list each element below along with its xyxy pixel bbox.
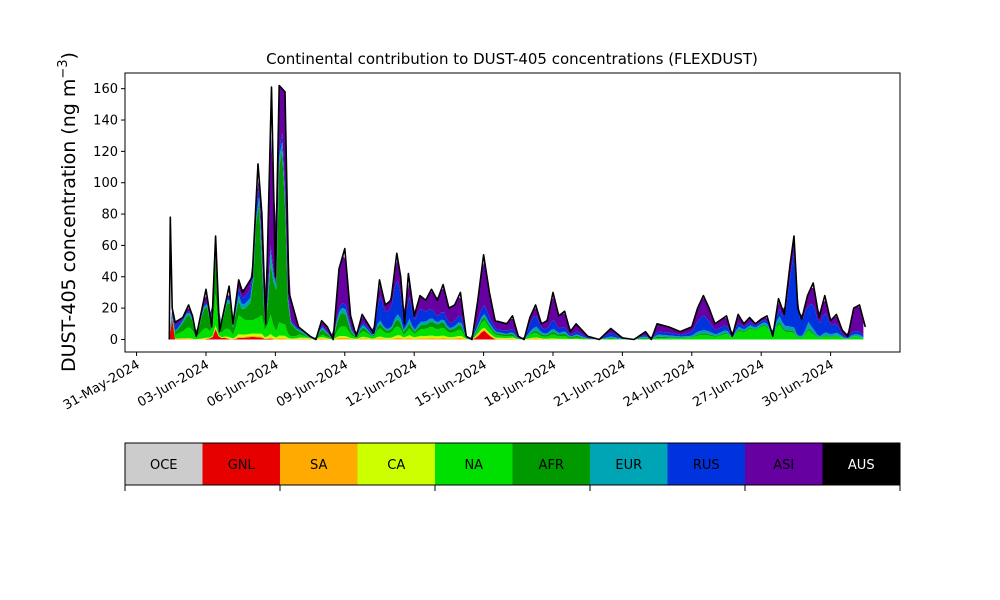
y-tick-label: 80 [101, 208, 118, 223]
legend-swatch-ca [357, 443, 436, 485]
legend-frame [124, 442, 901, 486]
area-asi [169, 85, 864, 340]
legend-label-eur: EUR [615, 458, 642, 473]
legend-label-afr: AFR [539, 458, 564, 473]
legend-swatch-afr [512, 443, 591, 485]
area-rus [169, 133, 864, 340]
y-tick-label: 60 [101, 239, 118, 254]
x-tick-label: 12-Jun-2024 [343, 357, 420, 410]
area-sa [169, 318, 864, 340]
total-line-layer [168, 84, 867, 341]
legend-label-rus: RUS [693, 458, 720, 473]
legend-swatch-gnl [202, 443, 281, 485]
legend-swatch-sa [280, 443, 358, 485]
y-tick-label: 140 [93, 114, 118, 129]
y-axis-label-main: DUST-405 concentration (ng m [58, 79, 80, 372]
y-tick-label: 20 [101, 302, 118, 317]
x-tick-label: 06-Jun-2024 [205, 357, 282, 410]
x-tick-label: 24-Jun-2024 [621, 357, 698, 410]
y-tick-label: 0 [110, 333, 118, 348]
y-axis-label-sup: −3 [56, 59, 71, 78]
legend-label-ca: CA [387, 458, 405, 473]
legend-swatch-asi [745, 443, 823, 485]
legend-swatch-oce [125, 443, 203, 485]
x-tick-label: 09-Jun-2024 [274, 357, 351, 410]
legend-swatch-eur [590, 443, 668, 485]
y-axis-label: DUST-405 concentration (ng m−3) [56, 52, 80, 372]
legend-swatch-aus [822, 443, 901, 485]
area-na [169, 293, 864, 340]
legend-label-na: NA [464, 458, 483, 473]
legend-label-gnl: GNL [228, 458, 256, 473]
x-tick-label: 21-Jun-2024 [552, 357, 629, 410]
x-axis-ticks: 31-May-202403-Jun-202406-Jun-202409-Jun-… [61, 352, 837, 413]
chart-title: Continental contribution to DUST-405 con… [266, 50, 758, 68]
y-axis-label-close: ) [58, 52, 80, 59]
total-line [168, 84, 867, 341]
y-tick-label: 120 [93, 145, 118, 160]
x-tick-label: 30-Jun-2024 [760, 357, 837, 410]
y-tick-label: 160 [93, 82, 118, 97]
y-tick-label: 40 [101, 270, 118, 285]
legend-swatch-rus [667, 443, 746, 485]
legend-swatch-na [435, 443, 513, 485]
x-tick-label: 27-Jun-2024 [690, 357, 767, 410]
legend-label-asi: ASI [773, 458, 794, 473]
plot-frame [124, 72, 901, 353]
x-tick-label: 18-Jun-2024 [482, 357, 559, 410]
x-tick-label: 03-Jun-2024 [135, 357, 212, 410]
plot-area [169, 85, 864, 340]
y-axis-ticks: 0 20 40 60 80 100 120 140 160 [93, 82, 125, 348]
legend-label-oce: OCE [150, 458, 178, 473]
legend-label-sa: SA [310, 458, 327, 473]
legend: OCE GNL SA CA NA AFR EUR RUS ASI AUS [124, 442, 901, 491]
y-tick-label: 100 [93, 176, 118, 191]
x-tick-label: 15-Jun-2024 [413, 357, 490, 410]
legend-label-aus: AUS [848, 458, 875, 473]
